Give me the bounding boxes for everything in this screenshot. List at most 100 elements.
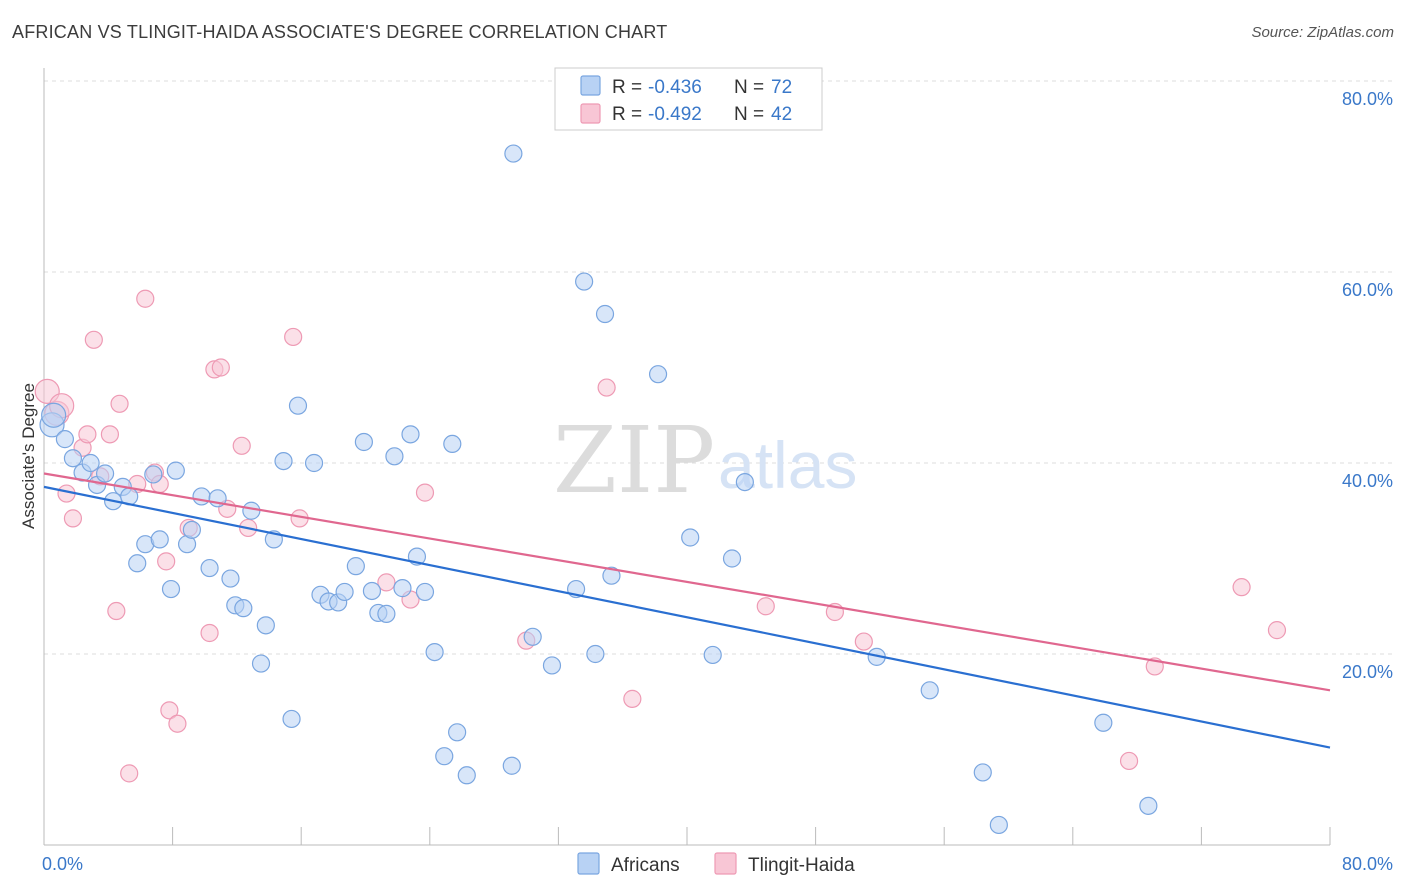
point-africans — [63, 449, 83, 468]
y-tick-label: 20.0% — [1342, 662, 1393, 682]
point-africans — [192, 487, 211, 506]
point-tlingit-haida — [211, 358, 230, 377]
legend-r-label-tlingit-haida: R = — [612, 104, 642, 125]
bottom-legend: Africans Tlingit-Haida — [577, 852, 855, 876]
point-tlingit-haida — [1232, 578, 1251, 597]
grid-lines — [44, 80, 1392, 655]
point-tlingit-haida — [160, 701, 179, 720]
point-africans — [989, 815, 1008, 835]
point-africans — [722, 549, 742, 568]
point-africans — [335, 582, 354, 602]
point-africans — [1139, 796, 1158, 815]
bottom-legend-label-tlingit-haida: Tlingit-Haida — [748, 855, 855, 876]
trend-line-tlingit-haida — [43, 472, 1331, 692]
y-tick-label: 60.0% — [1342, 280, 1393, 300]
point-tlingit-haida — [415, 483, 435, 502]
y-axis-label: Associate's Degree — [19, 383, 38, 529]
legend-n-value-africans: 72 — [771, 77, 792, 98]
point-africans — [595, 304, 615, 324]
point-africans — [346, 557, 365, 576]
point-tlingit-haida — [232, 436, 251, 455]
point-tlingit-haida — [1119, 751, 1139, 771]
point-africans — [504, 144, 523, 163]
point-africans — [648, 365, 668, 384]
point-africans — [288, 396, 308, 415]
point-africans — [435, 747, 454, 766]
point-africans — [274, 451, 293, 471]
point-africans — [973, 763, 992, 782]
y-tick-label: 40.0% — [1342, 471, 1393, 491]
legend-swatch-africans — [580, 75, 601, 96]
point-africans — [354, 432, 373, 452]
point-tlingit-haida — [110, 394, 129, 413]
point-africans — [425, 642, 444, 662]
point-africans — [161, 579, 181, 599]
point-tlingit-haida — [136, 289, 155, 308]
point-africans — [55, 430, 74, 449]
point-africans — [393, 579, 412, 598]
point-africans — [200, 558, 219, 578]
point-africans — [95, 464, 115, 483]
point-africans — [362, 581, 382, 601]
point-africans — [523, 627, 542, 646]
point-tlingit-haida — [63, 509, 83, 528]
point-africans — [457, 766, 476, 785]
point-africans — [221, 569, 240, 588]
point-africans — [251, 654, 271, 673]
axes — [43, 68, 1331, 846]
point-tlingit-haida — [1267, 621, 1287, 640]
point-tlingit-haida — [120, 764, 139, 783]
point-africans — [377, 604, 396, 623]
point-tlingit-haida — [157, 552, 176, 571]
watermark-atlas: atlas — [718, 428, 857, 502]
point-tlingit-haida — [78, 425, 97, 444]
point-africans — [401, 425, 420, 444]
point-tlingit-haida — [100, 425, 120, 444]
point-africans — [304, 453, 324, 473]
point-tlingit-haida — [84, 330, 103, 349]
bottom-legend-swatch-tlingit-haida — [714, 852, 737, 875]
point-africans — [166, 461, 185, 480]
legend-r-label-africans: R = — [612, 77, 642, 98]
legend-n-label-tlingit-haida: N = — [734, 104, 764, 125]
chart-title: AFRICAN VS TLINGIT-HAIDA ASSOCIATE'S DEG… — [12, 22, 668, 42]
point-tlingit-haida — [623, 689, 642, 708]
point-tlingit-haida — [107, 601, 126, 621]
point-africans — [385, 447, 404, 466]
point-africans — [242, 501, 261, 520]
y-tick-label: 80.0% — [1342, 89, 1393, 109]
point-tlingit-haida — [756, 597, 775, 616]
trend-line-africans — [43, 485, 1331, 749]
x-tick-label: 80.0% — [1342, 854, 1393, 874]
point-africans — [735, 473, 754, 492]
legend-r-value-tlingit-haida: -0.492 — [648, 104, 702, 125]
point-tlingit-haida — [854, 632, 873, 651]
point-africans — [144, 465, 163, 484]
point-tlingit-haida — [377, 573, 396, 592]
point-africans — [282, 709, 301, 729]
point-africans — [586, 644, 605, 664]
point-africans — [502, 756, 521, 775]
point-tlingit-haida — [597, 378, 616, 397]
point-africans — [150, 530, 169, 549]
top-legend: R = -0.436 N = 72 R = -0.492 N = 42 — [554, 67, 823, 131]
point-tlingit-haida — [284, 327, 303, 347]
legend-n-label-africans: N = — [734, 77, 764, 98]
point-tlingit-haida — [168, 714, 187, 733]
point-africans — [415, 582, 435, 602]
point-africans — [920, 681, 939, 700]
point-africans — [182, 520, 201, 539]
point-africans — [575, 272, 594, 291]
point-africans — [128, 554, 147, 573]
trend-lines — [43, 472, 1331, 749]
point-africans — [602, 566, 621, 585]
point-africans — [234, 599, 253, 618]
point-africans — [81, 453, 100, 473]
bottom-legend-swatch-africans — [577, 852, 600, 875]
point-africans — [256, 616, 275, 635]
x-tick-label: 0.0% — [42, 854, 83, 874]
legend-r-value-africans: -0.436 — [648, 77, 702, 98]
legend-swatch-tlingit-haida — [580, 103, 601, 124]
y-tick-labels: 20.0% 40.0% 60.0% 80.0% — [1342, 89, 1393, 682]
